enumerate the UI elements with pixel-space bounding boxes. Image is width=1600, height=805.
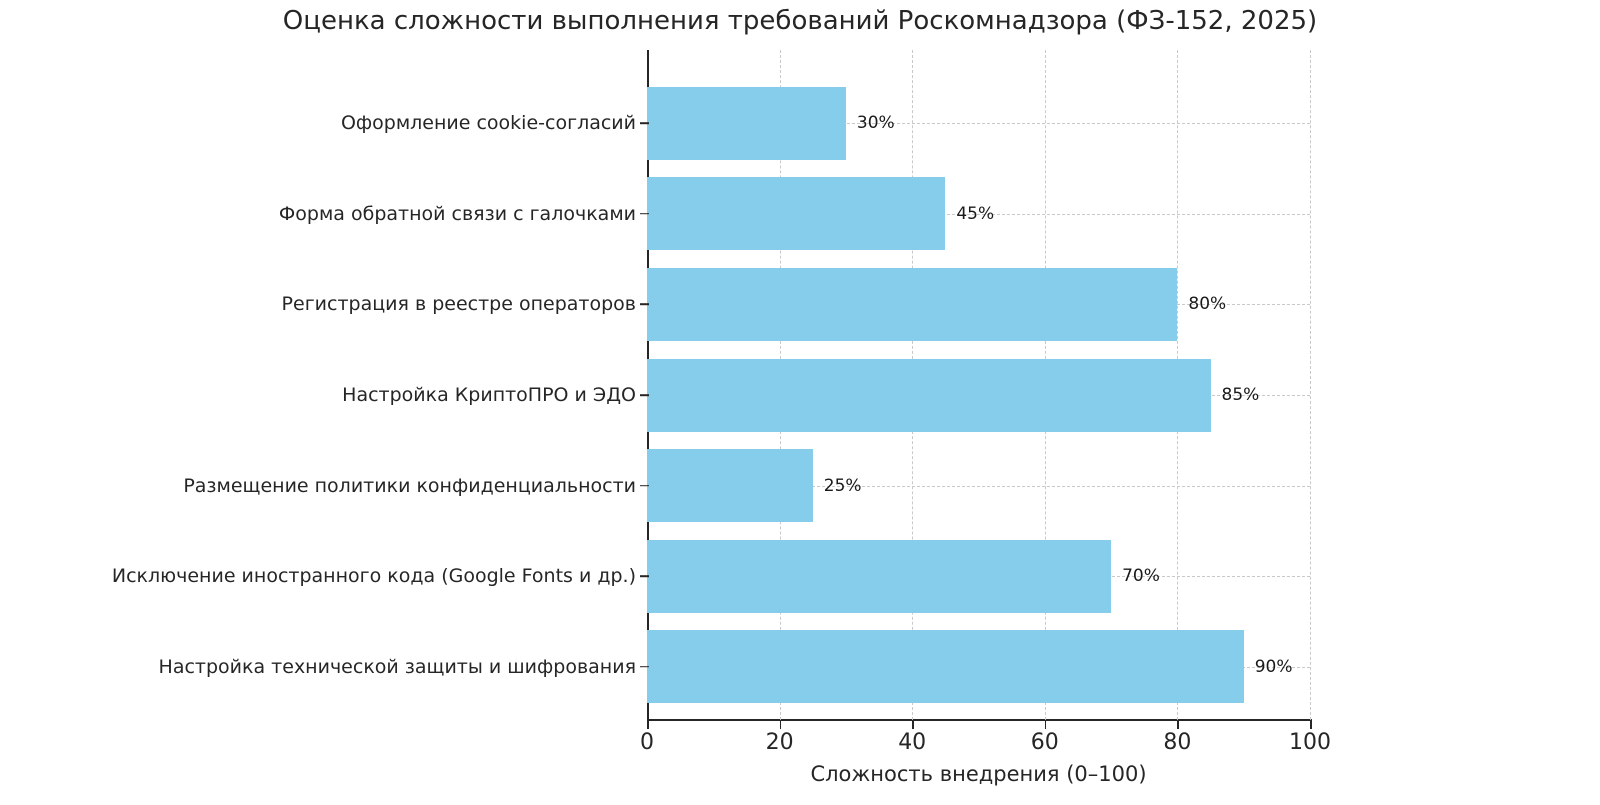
x-axis-tick-label: 80 <box>1163 730 1192 755</box>
x-axis-label: Сложность внедрения (0–100) <box>810 762 1147 786</box>
bar <box>647 86 846 160</box>
y-axis-tick-mark <box>640 213 649 215</box>
bar-value-label: 25% <box>823 475 862 496</box>
bar-value-label: 80% <box>1188 294 1227 315</box>
x-axis-tick-label: 40 <box>898 730 927 755</box>
y-axis-tick-mark <box>640 394 649 396</box>
x-axis-tick-mark <box>1044 721 1047 729</box>
bar <box>647 358 1211 432</box>
x-axis-tick-label: 100 <box>1289 730 1331 755</box>
y-axis-tick-mark <box>640 303 649 306</box>
x-axis-tick-mark <box>1310 721 1312 729</box>
x-axis-tick-label: 0 <box>640 730 654 755</box>
y-axis-tick-mark <box>640 665 649 668</box>
y-axis-tick-label: Форма обратной связи с галочками <box>278 202 636 225</box>
gridline-horizontal <box>647 485 1310 487</box>
bar <box>647 177 946 251</box>
bar <box>647 630 1244 704</box>
gridline-vertical <box>1310 50 1311 720</box>
x-axis-tick-mark <box>912 721 914 729</box>
bar-value-label: 30% <box>856 113 895 134</box>
x-axis-spine <box>647 719 1312 721</box>
gridline-horizontal <box>647 213 1310 215</box>
y-axis-tick-label: Исключение иностранного кода (Google Fon… <box>111 565 636 588</box>
plot-area <box>647 50 1311 720</box>
bar-value-label: 90% <box>1254 656 1293 677</box>
y-axis-tick-label: Оформление cookie-согласий <box>340 112 636 135</box>
chart-title: Оценка сложности выполнения требований Р… <box>282 6 1318 36</box>
y-axis-tick-label: Настройка КриптоПРО и ЭДО <box>342 384 636 406</box>
bar-value-label: 45% <box>956 203 995 224</box>
bar <box>647 267 1178 341</box>
bar-value-label: 85% <box>1221 385 1260 405</box>
bar-value-label: 70% <box>1122 566 1160 587</box>
y-axis-tick-mark <box>640 484 649 487</box>
x-axis-tick-mark <box>1177 721 1179 729</box>
y-axis-tick-label: Размещение политики конфиденциальности <box>183 474 636 497</box>
y-axis-tick-label: Регистрация в реестре операторов <box>281 293 636 316</box>
x-axis-tick-mark <box>779 721 782 729</box>
y-axis-tick-mark <box>640 122 649 125</box>
y-axis-tick-label: Настройка технической защиты и шифровани… <box>158 655 636 678</box>
y-axis-tick-mark <box>640 575 649 577</box>
x-axis-tick-label: 20 <box>765 730 794 755</box>
bar <box>647 449 813 523</box>
gridline-horizontal <box>647 123 1310 125</box>
x-axis-tick-label: 60 <box>1030 730 1059 755</box>
bar <box>647 539 1112 613</box>
x-axis-tick-mark <box>647 721 649 729</box>
